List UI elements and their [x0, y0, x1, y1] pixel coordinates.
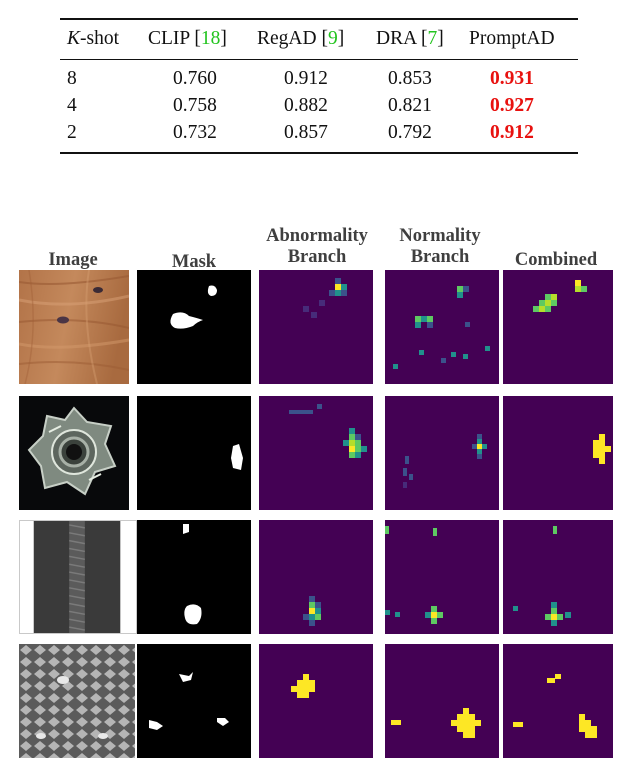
wood-combined-heatmap [503, 270, 613, 384]
header-dra: DRA [7] [376, 28, 444, 49]
table-bottom-rule [60, 152, 578, 154]
table-mid-rule [60, 59, 578, 60]
metal-nut-abnormality-heatmap [259, 396, 373, 510]
wood-normality-heatmap [385, 270, 499, 384]
wood-sample-image [19, 270, 129, 384]
header-promptad: PromptAD [469, 28, 555, 49]
zipper-combined-heatmap [503, 520, 613, 634]
cell-k: 2 [67, 122, 77, 143]
grid-normality-heatmap [385, 644, 499, 758]
zipper-normality-heatmap [385, 520, 499, 634]
cell-regad: 0.912 [284, 68, 328, 89]
cell-dra: 0.792 [388, 122, 432, 143]
cell-promptad-best: 0.931 [490, 68, 534, 89]
column-header-mask: Mask [171, 252, 217, 272]
grid-abnormality-heatmap [259, 644, 373, 758]
table-top-rule [60, 18, 578, 20]
zipper-sample-image [19, 520, 137, 634]
metal-nut-combined-heatmap [503, 396, 613, 510]
column-header-normality-branch: Normality Branch [399, 226, 481, 267]
citation-regad[interactable]: 9 [327, 28, 338, 49]
table-header-row: K-shot CLIP [18] RegAD [9] DRA [7] Promp… [60, 26, 578, 52]
cell-k: 8 [67, 68, 77, 89]
cell-k: 4 [67, 95, 77, 116]
cell-regad: 0.882 [284, 95, 328, 116]
qualitative-figure: Image Mask Abnormality Branch Normality Br… [0, 216, 623, 764]
cell-promptad-best: 0.912 [490, 122, 534, 143]
header-clip: CLIP [18] [148, 28, 227, 49]
grid-sample-image [19, 644, 135, 758]
cell-clip: 0.760 [173, 68, 217, 89]
zipper-ground-truth-mask [137, 520, 251, 634]
header-regad: RegAD [9] [257, 28, 345, 49]
citation-clip[interactable]: 18 [200, 28, 221, 49]
cell-dra: 0.853 [388, 68, 432, 89]
cell-clip: 0.758 [173, 95, 217, 116]
cell-regad: 0.857 [284, 122, 328, 143]
cell-clip: 0.732 [173, 122, 217, 143]
grid-ground-truth-mask [137, 644, 251, 758]
cell-dra: 0.821 [388, 95, 432, 116]
cell-promptad-best: 0.927 [490, 95, 534, 116]
column-header-image: Image [48, 250, 98, 270]
metal-nut-normality-heatmap [385, 396, 499, 510]
table-row: 4 0.758 0.882 0.821 0.927 [60, 93, 578, 119]
metal-nut-ground-truth-mask [137, 396, 251, 510]
table-row: 2 0.732 0.857 0.792 0.912 [60, 120, 578, 146]
wood-ground-truth-mask [137, 270, 251, 384]
citation-dra[interactable]: 7 [427, 28, 438, 49]
column-header-combined: Combined [514, 250, 598, 270]
wood-abnormality-heatmap [259, 270, 373, 384]
grid-combined-heatmap [503, 644, 613, 758]
zipper-abnormality-heatmap [259, 520, 373, 634]
table-row: 8 0.760 0.912 0.853 0.931 [60, 66, 578, 92]
metal-nut-sample-image [19, 396, 129, 510]
header-kshot: K-shot [67, 28, 120, 49]
column-header-abnormality-branch: Abnormality Branch [266, 226, 368, 267]
